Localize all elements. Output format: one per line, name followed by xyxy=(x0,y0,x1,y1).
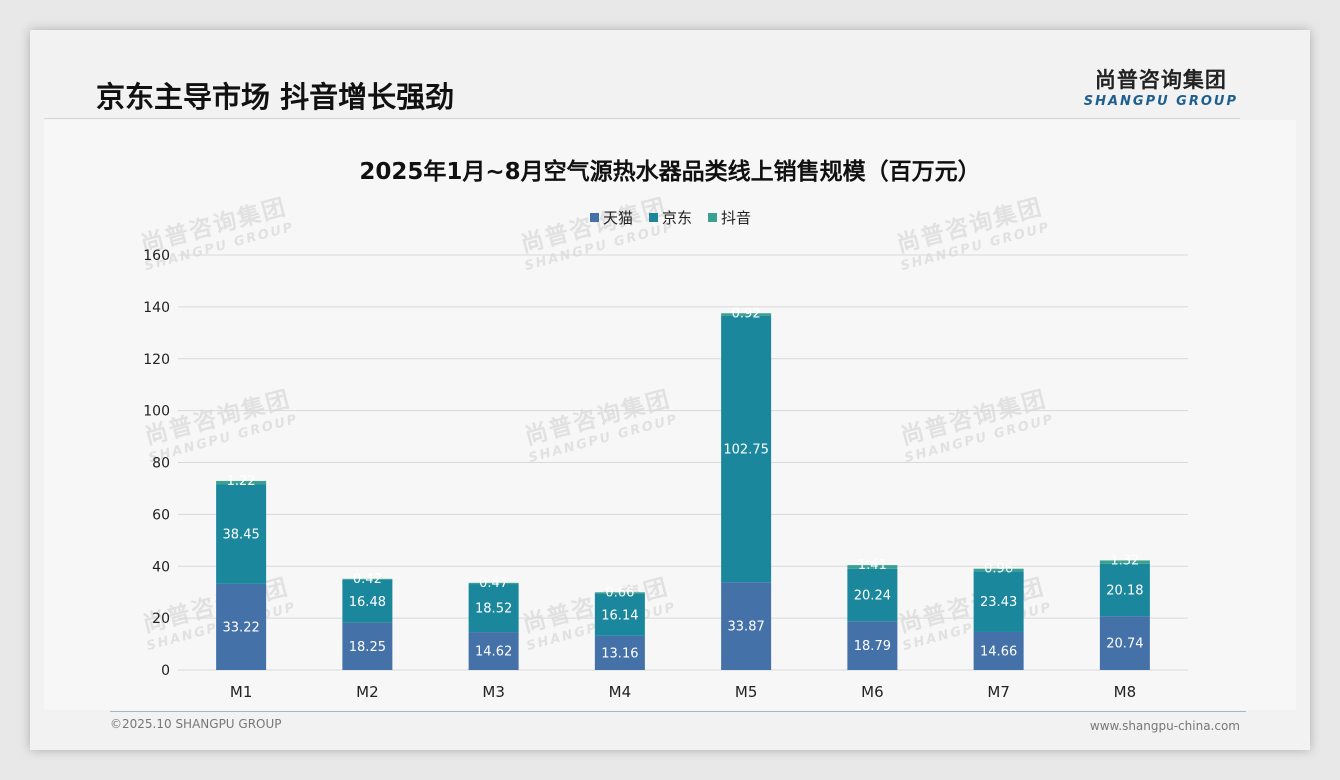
data-label: 1.41 xyxy=(858,558,887,573)
data-label: 14.62 xyxy=(475,645,512,660)
legend-swatch-douyin xyxy=(708,213,717,222)
x-tick-label: M3 xyxy=(482,683,505,701)
footer-divider xyxy=(110,711,1246,712)
bar-segment-jd xyxy=(721,315,772,583)
footer-copyright: ©2025.10 SHANGPU GROUP xyxy=(110,717,282,731)
y-tick-label: 120 xyxy=(143,352,170,368)
x-tick-label: M2 xyxy=(356,683,379,701)
data-label: 16.14 xyxy=(601,608,638,623)
bar-segment-tmall xyxy=(973,631,1024,670)
y-tick-label: 60 xyxy=(152,507,170,523)
bar-segment-douyin xyxy=(1099,560,1150,564)
bar-segment-jd xyxy=(342,579,393,623)
data-label: 16.48 xyxy=(349,595,386,610)
bar-segment-tmall xyxy=(468,632,519,670)
data-label: 18.79 xyxy=(854,639,891,654)
data-label: 0.66 xyxy=(605,585,634,600)
company-logo: 尚普咨询集团 SHANGPU GROUP xyxy=(1084,64,1238,109)
bar-segment-jd xyxy=(594,594,645,636)
data-label: 23.43 xyxy=(980,595,1017,610)
data-label: 1.22 xyxy=(227,474,256,489)
logo-chinese: 尚普咨询集团 xyxy=(1094,68,1227,92)
legend-label: 天猫 xyxy=(603,209,633,227)
bar-segment-douyin xyxy=(973,568,1024,572)
stacked-bar-chart: 0 20 40 60 80 100 120 140 160 33.22 38.45 1.22 M1 18.… xyxy=(143,209,1188,701)
bar-segment-jd xyxy=(973,571,1024,632)
y-tick-label: 0 xyxy=(161,663,170,679)
y-tick-label: 100 xyxy=(143,404,170,420)
data-label: 33.87 xyxy=(728,620,765,635)
bar-segment-douyin xyxy=(594,592,645,595)
y-tick-label: 160 xyxy=(143,248,170,264)
legend-label: 抖音 xyxy=(721,209,751,227)
bar-segment-tmall xyxy=(1099,616,1150,670)
logo-english: SHANGPU GROUP xyxy=(1083,94,1238,109)
x-tick-label: M4 xyxy=(609,683,632,701)
y-tick-label: 20 xyxy=(152,611,170,627)
data-label: 0.47 xyxy=(479,576,508,591)
x-tick-label: M8 xyxy=(1114,683,1137,701)
data-label: 18.25 xyxy=(349,640,386,655)
header-divider xyxy=(44,118,1240,119)
slide-title: 京东主导市场 抖音增长强劲 xyxy=(96,80,455,114)
data-label: 20.74 xyxy=(1106,637,1143,652)
bar-segment-tmall xyxy=(594,635,645,670)
data-label: 14.66 xyxy=(980,644,1017,659)
data-label: 0.92 xyxy=(732,306,761,321)
bar-segment-jd xyxy=(847,568,898,622)
x-tick-label: M7 xyxy=(987,683,1010,701)
bar-segment-douyin xyxy=(847,565,898,569)
bar-segment-douyin xyxy=(342,578,393,580)
legend-label: 京东 xyxy=(662,209,692,227)
data-label: 102.75 xyxy=(723,442,769,457)
data-label: 33.22 xyxy=(223,620,260,635)
bar-segment-douyin xyxy=(721,313,772,316)
data-label: 0.42 xyxy=(353,572,382,587)
bar-segment-douyin xyxy=(468,582,519,585)
y-tick-label: 140 xyxy=(143,300,170,316)
legend-swatch-jd xyxy=(649,213,658,222)
footer-website[interactable]: www.shangpu-china.com xyxy=(1089,719,1240,733)
legend-swatch-tmall xyxy=(590,213,599,222)
bar-segment-jd xyxy=(1099,563,1150,617)
bar-segment-jd xyxy=(216,484,267,584)
data-label: 20.18 xyxy=(1106,584,1143,599)
data-label: 13.16 xyxy=(601,646,638,661)
x-tick-label: M1 xyxy=(230,683,253,701)
bar-segment-tmall xyxy=(847,621,898,670)
y-tick-label: 80 xyxy=(152,456,170,472)
bar-segment-tmall xyxy=(721,582,772,670)
data-label: 0.96 xyxy=(984,562,1013,577)
chart-title: 2025年1月~8月空气源热水器品类线上销售规模（百万元） xyxy=(359,159,981,185)
x-tick-label: M5 xyxy=(735,683,758,701)
y-tick-label: 40 xyxy=(152,559,170,575)
data-label: 1.32 xyxy=(1110,553,1139,568)
data-label: 18.52 xyxy=(475,602,512,617)
bar-segment-tmall xyxy=(342,622,393,670)
bar-segment-douyin xyxy=(216,480,267,485)
bar-segment-tmall xyxy=(216,583,267,670)
data-label: 20.24 xyxy=(854,589,891,604)
bar-segment-jd xyxy=(468,584,519,633)
x-tick-label: M6 xyxy=(861,683,884,701)
data-label: 38.45 xyxy=(223,527,260,542)
